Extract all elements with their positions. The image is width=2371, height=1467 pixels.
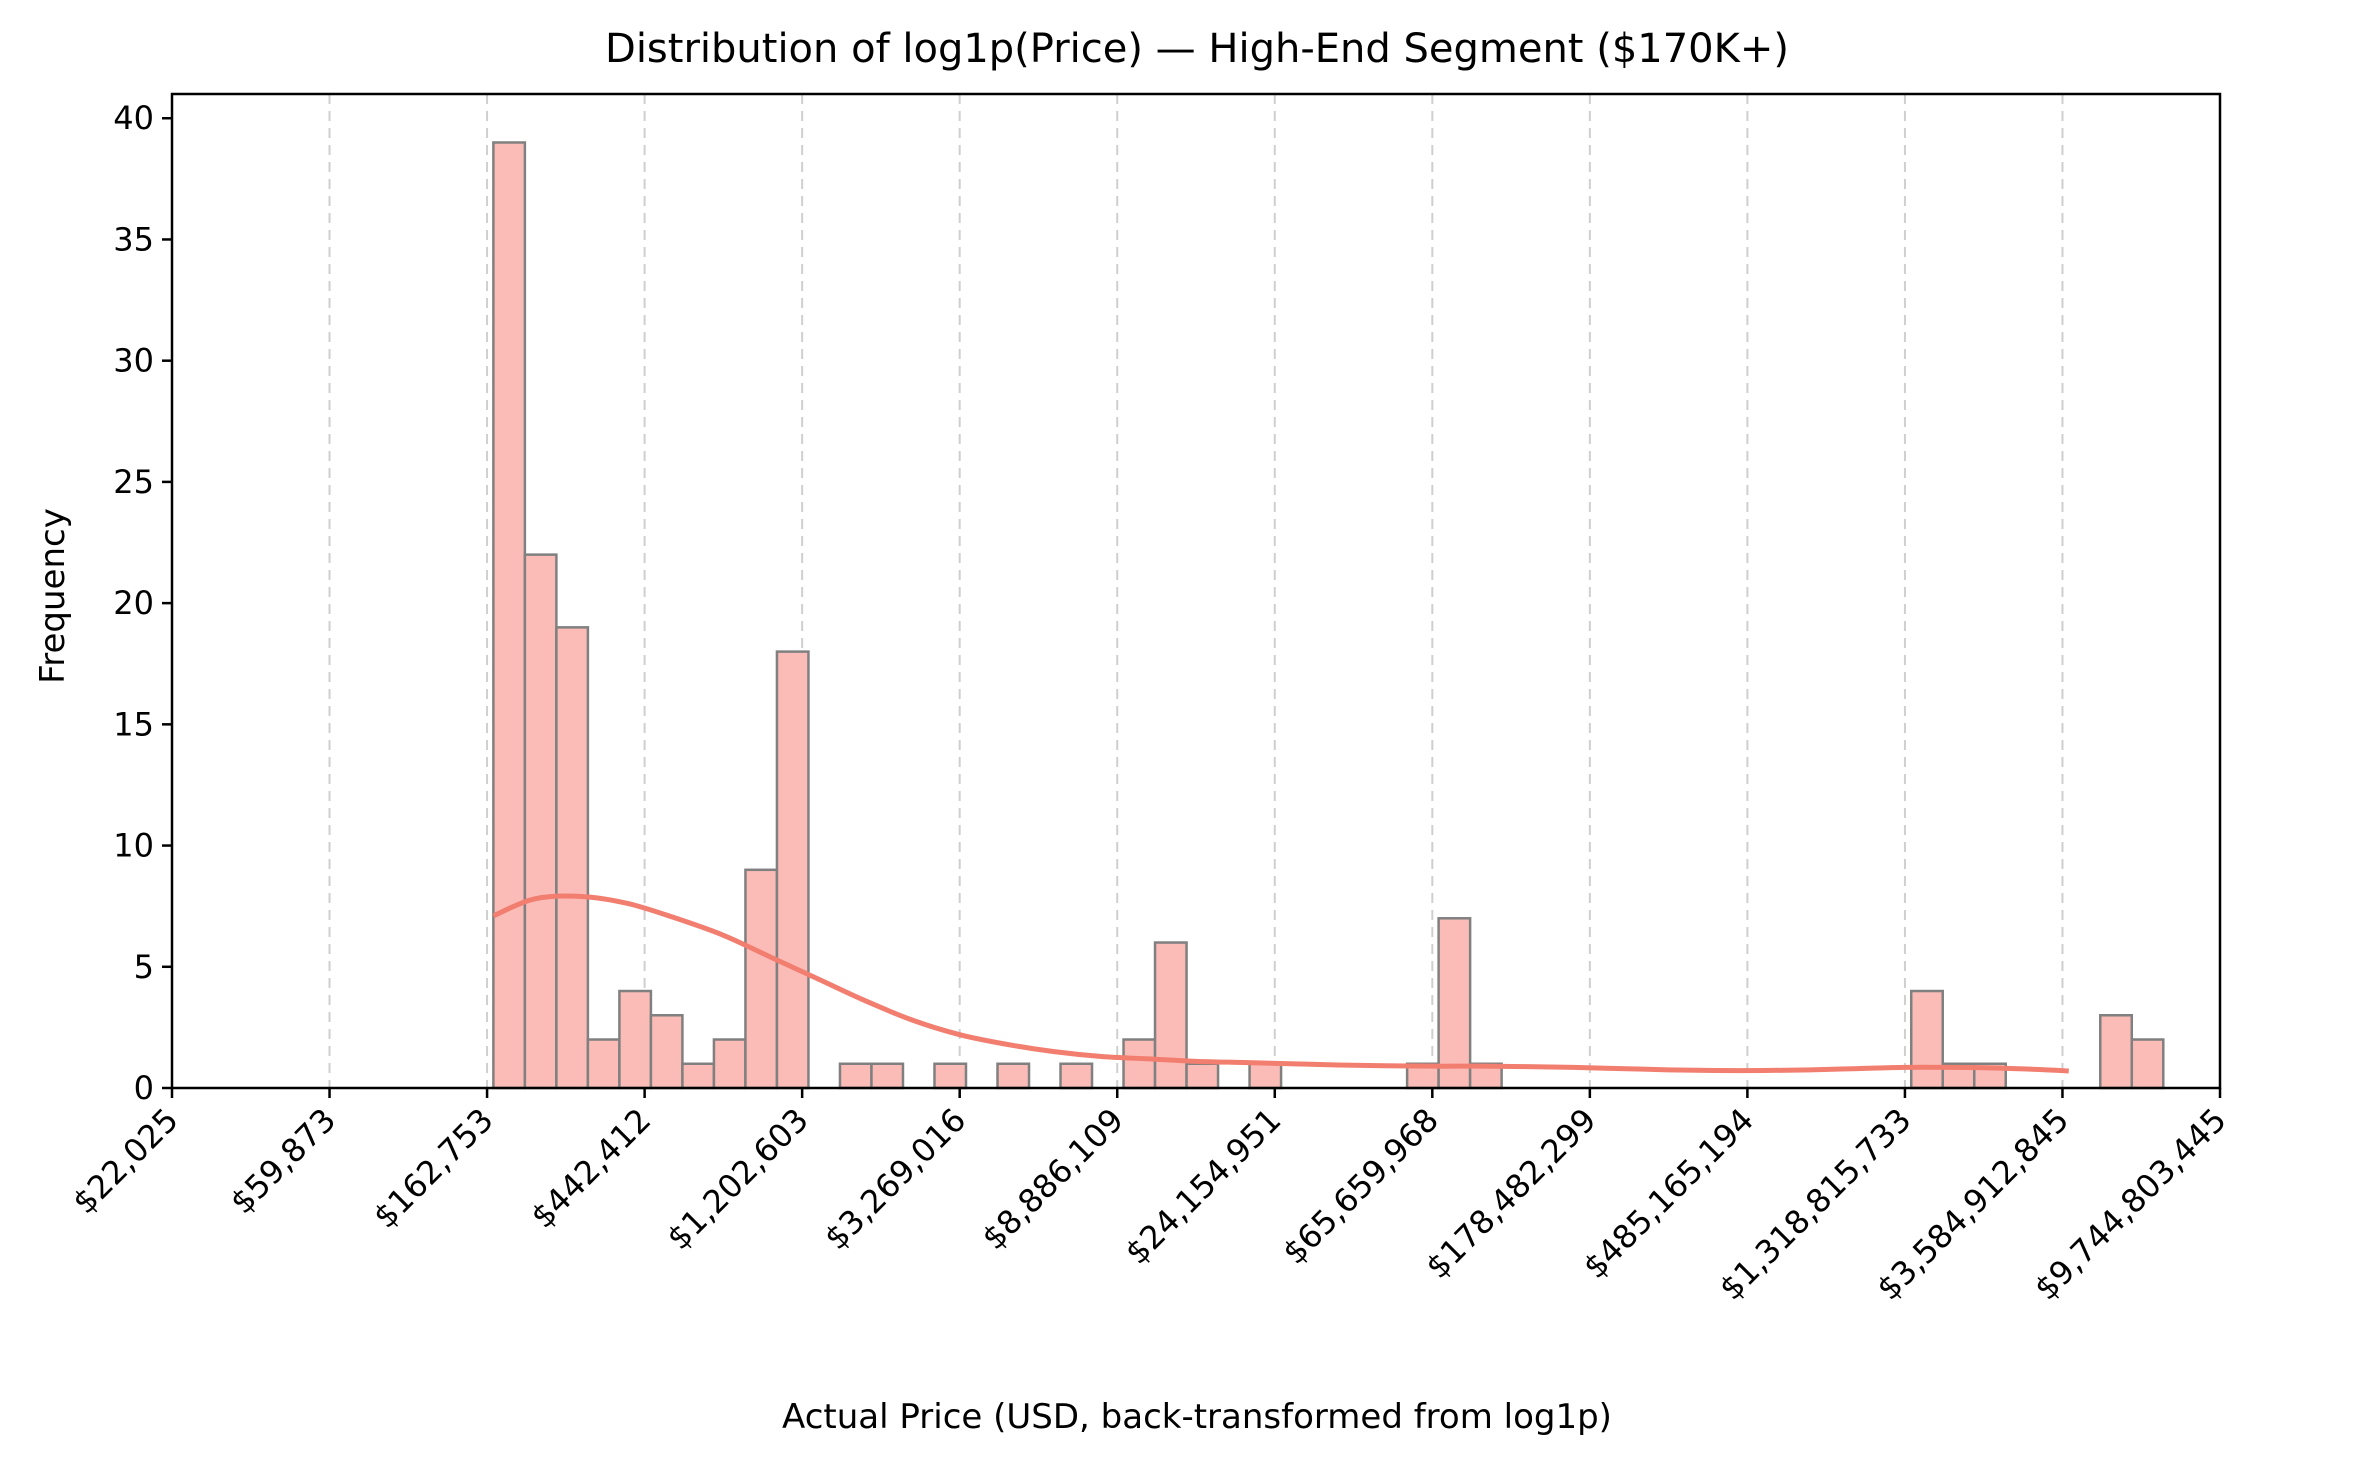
histogram-bar (712, 1038, 747, 1090)
y-tick-label: 5 (134, 948, 154, 986)
y-axis-ticks: 0 5 10 15 20 25 30 35 40 (113, 99, 172, 1107)
histogram-bar (775, 650, 810, 1090)
x-tick-label: $59,873 (223, 1101, 343, 1221)
x-tick-label: $22,025 (65, 1101, 185, 1221)
y-tick-label: 25 (113, 463, 154, 501)
histogram-bar (870, 1062, 905, 1090)
kde-layer (492, 893, 2069, 1074)
x-tick-label: $24,154,951 (1118, 1101, 1289, 1272)
y-tick-label: 0 (134, 1069, 154, 1107)
histogram-bar (2130, 1038, 2165, 1090)
x-tick-label: $3,269,016 (817, 1101, 973, 1257)
histogram-bar (744, 868, 779, 1090)
x-tick-label: $65,659,968 (1275, 1101, 1446, 1272)
histogram-bar (1437, 917, 1472, 1090)
histogram-bar (1153, 941, 1188, 1090)
histogram-bar (1185, 1062, 1220, 1090)
histogram-bar (681, 1062, 716, 1090)
x-tick-label: $8,886,109 (974, 1101, 1130, 1257)
histogram-bar (1122, 1038, 1157, 1090)
histogram-bar (649, 1014, 684, 1090)
x-tick-label: $442,412 (523, 1101, 658, 1236)
histogram-bar (492, 141, 527, 1090)
kde-curve (492, 893, 2069, 1074)
histogram-bar (618, 989, 653, 1090)
histogram-bar (996, 1062, 1031, 1090)
histogram-bar (1248, 1062, 1283, 1090)
chart-title: Distribution of log1p(Price) — High-End … (605, 26, 1789, 72)
histogram-bar (555, 626, 590, 1090)
y-tick-label: 20 (113, 584, 154, 622)
histogram-bar (523, 553, 558, 1090)
x-tick-label: $162,753 (366, 1101, 501, 1236)
grid-layer (171, 94, 2221, 1088)
histogram-bar (838, 1062, 873, 1090)
y-tick-label: 35 (113, 220, 154, 258)
y-tick-label: 30 (113, 342, 154, 380)
histogram-bar (1909, 989, 1944, 1090)
y-tick-label: 15 (113, 705, 154, 743)
x-axis-ticks: $22,025 $59,873 $162,753 $442,412 $1,202,603… (65, 1088, 2234, 1308)
histogram-bar (933, 1062, 968, 1090)
bars-layer (492, 141, 2165, 1090)
y-tick-label: 40 (113, 99, 154, 137)
plot-frame (170, 92, 2222, 1090)
histogram-bar (1059, 1062, 1094, 1090)
y-axis-label: Frequency (33, 508, 73, 684)
x-axis-label: Actual Price (USD, back-transformed from… (782, 1397, 1612, 1437)
histogram-bar (586, 1038, 621, 1090)
y-tick-label: 10 (113, 827, 154, 865)
x-tick-label: $1,202,603 (659, 1101, 815, 1257)
histogram-bar (2099, 1014, 2134, 1090)
